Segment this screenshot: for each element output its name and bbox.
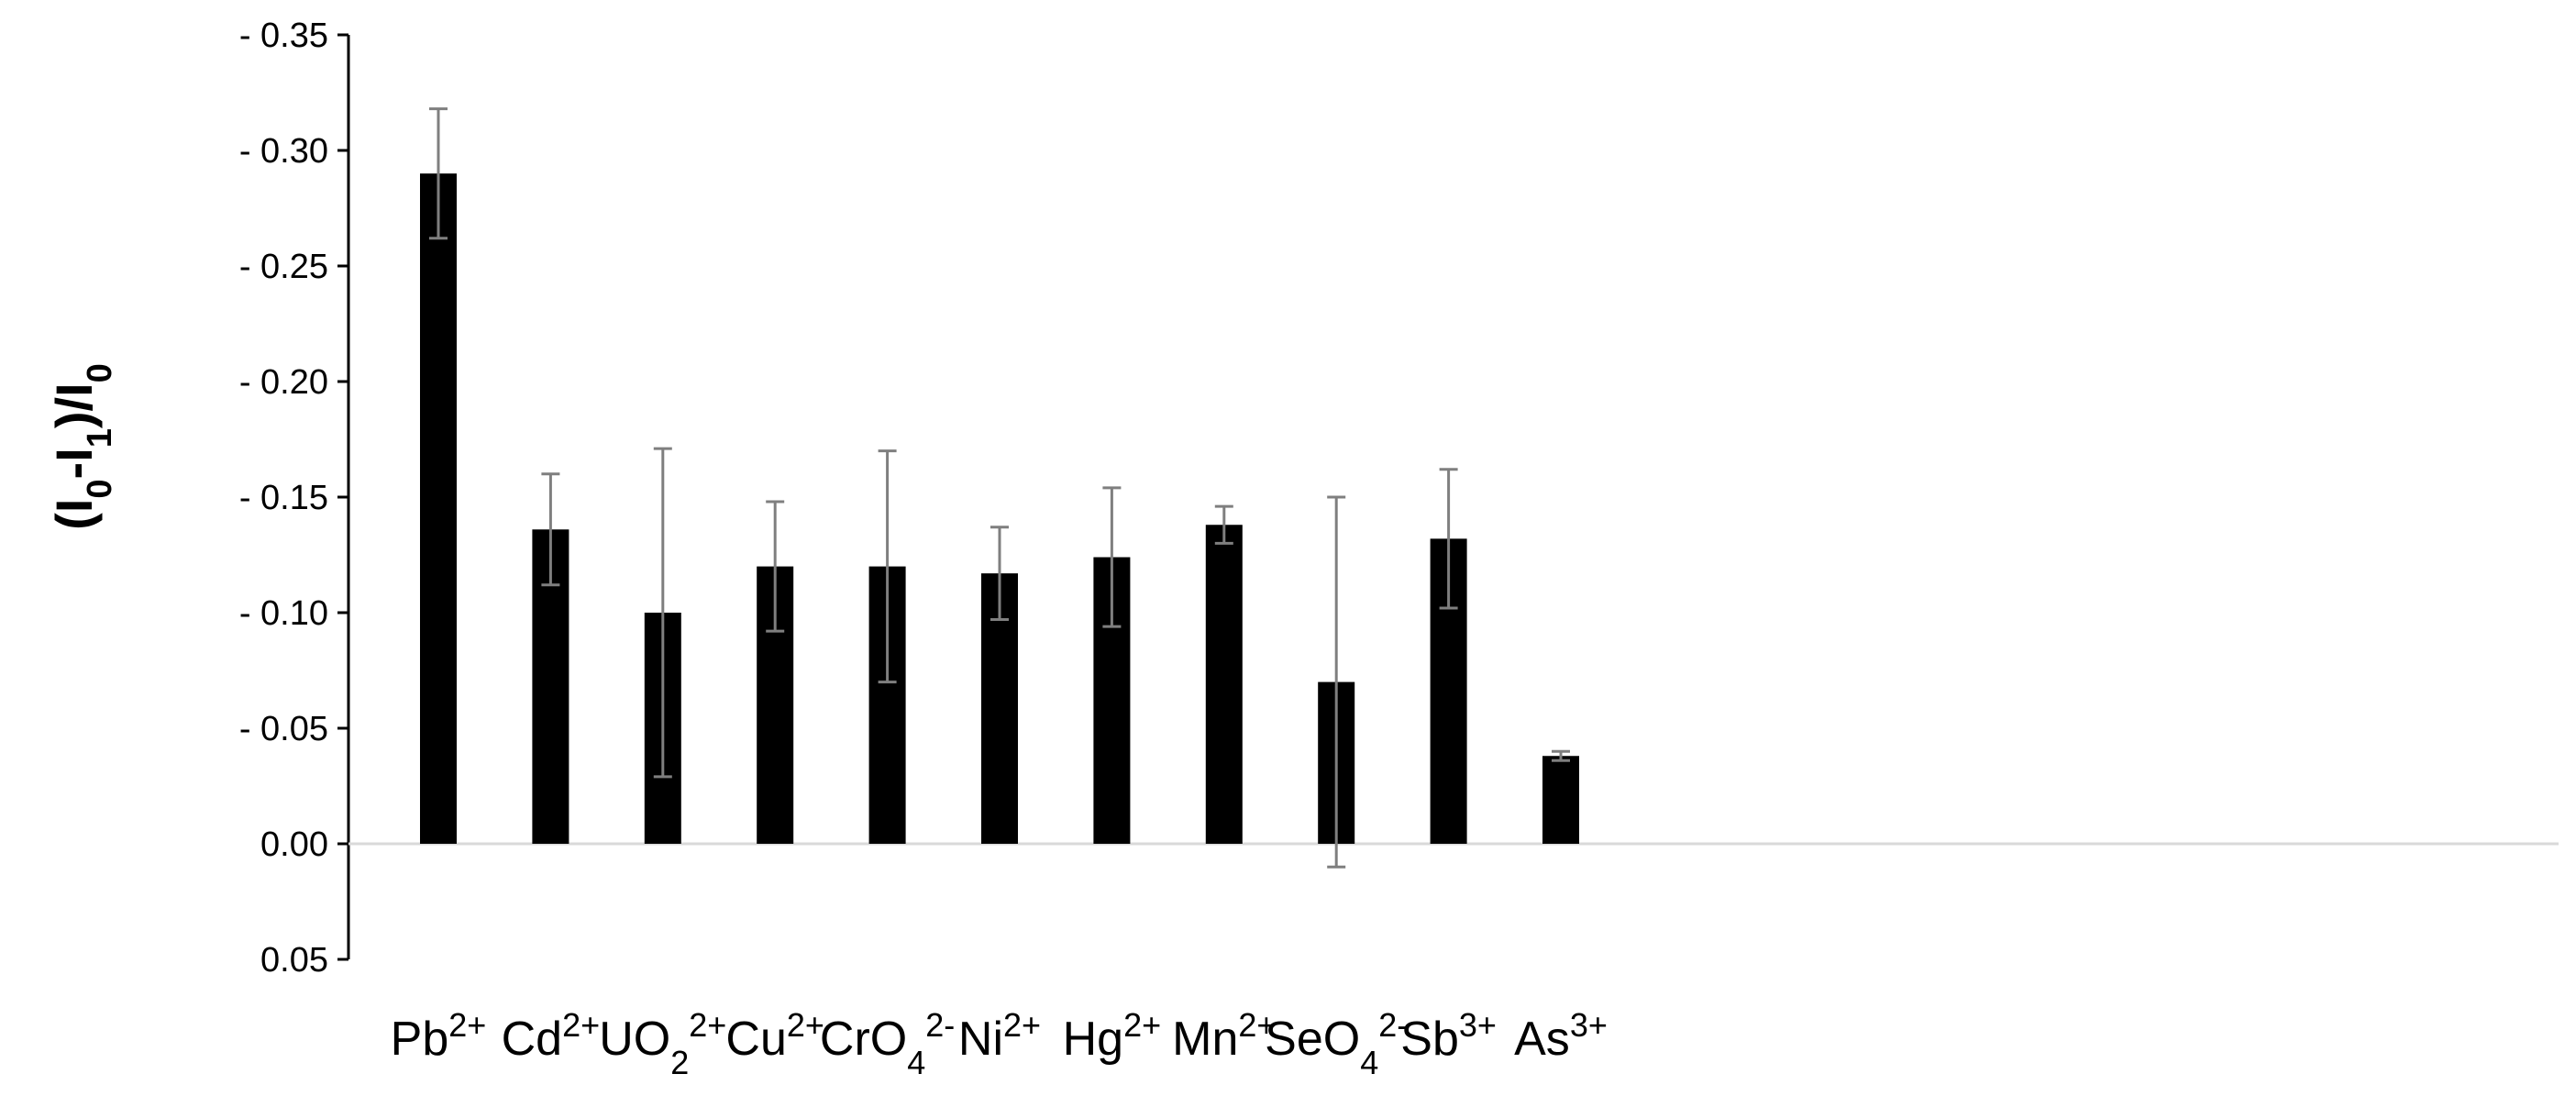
x-category-label: As3+ (1514, 1006, 1608, 1067)
x-category-label: Pb2+ (391, 1006, 487, 1067)
category-subscript: 4 (1360, 1044, 1378, 1081)
category-base: Sb (1400, 1013, 1459, 1066)
category-superscript: 2+ (1123, 1006, 1161, 1044)
category-base: Pb (391, 1013, 449, 1066)
error-bar (1214, 504, 1233, 545)
y-title-subscript: 0 (81, 363, 119, 382)
error-bar (653, 447, 672, 779)
x-category-label: Cd2+ (502, 1006, 601, 1067)
x-category-label: Sb3+ (1400, 1006, 1497, 1067)
y-tick-label: - 0.30 (239, 132, 328, 171)
y-title-subscript: 0 (81, 479, 119, 498)
category-base: Hg (1063, 1013, 1123, 1066)
x-category-label: Cu2+ (725, 1006, 824, 1067)
y-tick-label: - 0.15 (239, 479, 328, 517)
error-bar (766, 500, 785, 633)
x-category-label: Ni2+ (958, 1006, 1041, 1067)
y-tick-label: - 0.20 (239, 363, 328, 402)
error-bar (878, 449, 897, 684)
y-tick-label: - 0.05 (239, 710, 328, 748)
bars (420, 173, 1579, 844)
y-tick-label: 0.05 (260, 941, 328, 980)
y-tick-label: - 0.35 (239, 17, 328, 55)
error-bar (1439, 468, 1458, 610)
category-base: UO (599, 1013, 670, 1066)
category-base: As (1514, 1013, 1570, 1066)
category-superscript: 3+ (1459, 1006, 1497, 1044)
y-title-subscript: 1 (81, 428, 119, 448)
category-superscript: 2+ (1003, 1006, 1041, 1044)
category-base: Cd (502, 1013, 562, 1066)
bar (420, 173, 457, 844)
category-superscript: 2- (925, 1006, 955, 1044)
category-base: Cu (725, 1013, 786, 1066)
category-superscript: 2- (1378, 1006, 1408, 1044)
error-bars (429, 107, 1570, 869)
x-category-label: SeO42- (1265, 1006, 1408, 1081)
bar (1542, 756, 1579, 844)
y-title-part: (I (45, 499, 103, 530)
y-tick-label: - 0.10 (239, 594, 328, 633)
error-bar (429, 107, 448, 240)
y-axis-title: (I0-I1)/I0 (45, 363, 119, 530)
category-subscript: 4 (907, 1044, 925, 1081)
x-category-label: UO22+ (599, 1006, 726, 1081)
y-axis: - 0.35 - 0.30 - 0.25 - 0.20 - 0.15 - 0.10 - 0.… (239, 17, 350, 980)
error-bar (1327, 495, 1346, 869)
category-superscript: 2+ (787, 1006, 824, 1044)
x-category-label: Mn2+ (1172, 1006, 1276, 1067)
bar (1205, 525, 1243, 844)
category-superscript: 2+ (562, 1006, 600, 1044)
y-tick-label: 0.00 (260, 825, 328, 864)
category-base: Mn (1172, 1013, 1238, 1066)
error-bar (990, 526, 1009, 622)
category-base: Ni (958, 1013, 1003, 1066)
x-category-label: CrO42- (820, 1006, 955, 1081)
category-subscript: 2 (670, 1044, 689, 1081)
category-superscript: 2+ (689, 1006, 726, 1044)
error-bar (1552, 749, 1570, 762)
category-superscript: 3+ (1570, 1006, 1608, 1044)
y-tick-label: - 0.25 (239, 248, 328, 286)
y-title-part: )/I (45, 382, 103, 428)
x-category-label: Hg2+ (1063, 1006, 1162, 1067)
error-bar (541, 472, 560, 587)
y-title-part: -I (45, 448, 103, 479)
category-superscript: 2+ (448, 1006, 486, 1044)
category-superscript: 2+ (1238, 1006, 1276, 1044)
x-axis-labels: Pb2+ Cd2+ UO22+ Cu2+CrO42- Ni2+ Hg2+ Mn2+SeO42… (391, 1006, 1608, 1081)
category-base: SeO (1265, 1013, 1360, 1066)
y-axis-title-text: (I0-I1)/I0 (45, 363, 119, 530)
error-bar (1102, 486, 1122, 628)
category-base: CrO (820, 1013, 907, 1066)
